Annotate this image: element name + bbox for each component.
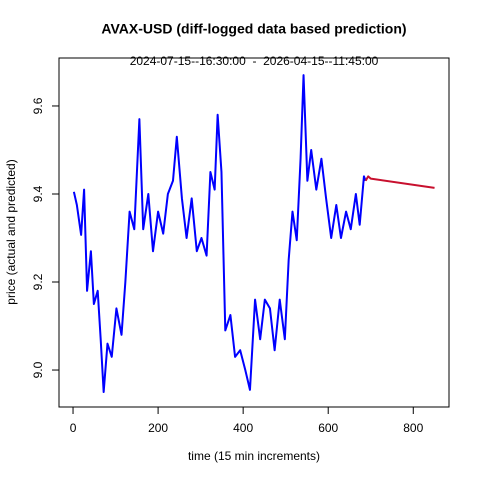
series-line — [72, 74, 367, 394]
chart-subtitle: 2024-07-15--16:30:00 - 2026-04-15--11:45… — [130, 54, 379, 68]
chart-title: AVAX-USD (diff-logged data based predict… — [101, 21, 406, 37]
y-axis-label: price (actual and predicted) — [4, 159, 18, 304]
x-tick-label: 600 — [318, 421, 338, 435]
x-tick-label: 0 — [70, 421, 77, 435]
x-axis-label: time (15 min increments) — [188, 449, 320, 463]
y-tick-label: 9.2 — [31, 273, 45, 290]
series-line — [364, 175, 435, 189]
y-tick-label: 9.0 — [31, 361, 45, 378]
y-tick-label: 9.6 — [31, 97, 45, 114]
x-tick-label: 200 — [148, 421, 168, 435]
y-tick-label: 9.4 — [31, 185, 45, 202]
x-tick-label: 800 — [403, 421, 423, 435]
plot-box — [58, 57, 450, 408]
x-tick-label: 400 — [233, 421, 253, 435]
